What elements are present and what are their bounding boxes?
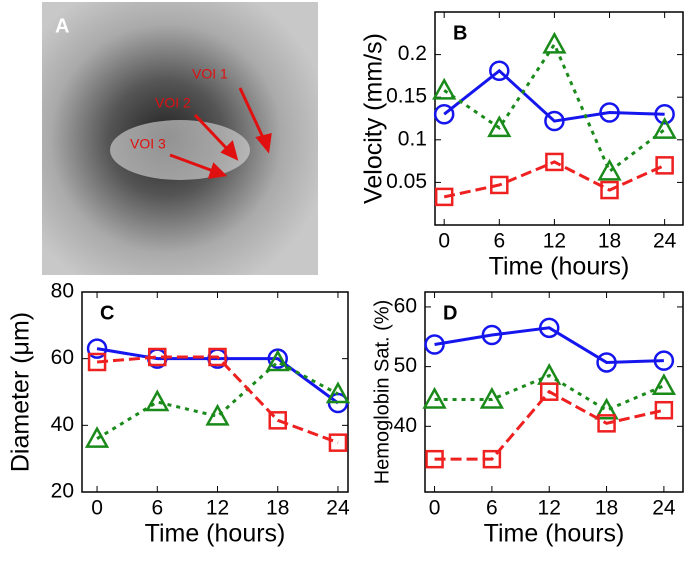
marker (490, 175, 509, 195)
marker (481, 324, 503, 346)
x-tick-label: 18 (266, 497, 289, 520)
marker (325, 381, 351, 404)
x-axis-label: Time (hours) (489, 253, 630, 281)
marker (655, 156, 674, 175)
panel-label: A (55, 15, 69, 37)
marker (145, 389, 170, 412)
series-line (434, 326, 664, 364)
x-tick-label: 0 (438, 230, 450, 253)
marker (265, 349, 290, 372)
marker (538, 317, 560, 339)
panel: 0 6 12 18 24 40 50 60 Time (hours) Hemoglobin Sat… (371, 291, 684, 548)
marker (652, 117, 677, 139)
x-tick-label: 18 (595, 497, 618, 520)
series-line (96, 360, 339, 440)
x-tick-label: 12 (543, 230, 566, 253)
marker (434, 187, 454, 207)
panel-label: C (100, 302, 114, 324)
marker (424, 334, 445, 355)
marker (489, 60, 510, 82)
x-tick-label: 6 (151, 497, 163, 520)
marker (542, 31, 567, 54)
y-axis-label: Diameter (μm) (7, 312, 35, 472)
y-tick-label: 0.2 (398, 42, 427, 65)
marker (432, 77, 457, 100)
series-line (443, 68, 665, 123)
y-tick-label: 50 (394, 354, 417, 377)
y-tick-label: 20 (51, 480, 74, 503)
marker (422, 386, 447, 409)
marker (205, 403, 230, 426)
panel-label: D (443, 302, 457, 324)
marker (651, 373, 677, 395)
annotation: VOI 1 (192, 66, 228, 82)
x-tick-label: 24 (652, 497, 676, 520)
y-tick-label: 40 (51, 413, 74, 436)
panel: 0 6 12 18 24 20 40 60 80 Time (hours) Diameter (μm… (7, 280, 351, 548)
plot-area (424, 291, 684, 493)
marker (594, 397, 619, 420)
marker (86, 338, 108, 359)
marker (87, 352, 107, 372)
marker (487, 115, 512, 138)
x-tick-label: 6 (493, 230, 505, 253)
y-tick-label: 40 (394, 414, 417, 437)
marker (599, 102, 620, 123)
marker (654, 103, 675, 125)
marker (328, 433, 348, 452)
marker (597, 158, 622, 181)
marker (208, 347, 227, 367)
y-tick-label: 0.05 (386, 170, 427, 193)
marker (597, 414, 616, 433)
x-tick-label: 12 (206, 497, 229, 520)
y-tick-label: 60 (51, 346, 74, 369)
x-tick-label: 12 (538, 497, 561, 520)
marker (596, 352, 617, 373)
x-tick-label: 24 (653, 230, 677, 253)
x-tick-label: 0 (429, 497, 441, 520)
panel-label: B (453, 22, 467, 44)
arrows (169, 87, 272, 179)
marker (654, 400, 674, 420)
series-line (443, 160, 666, 199)
y-tick-label: 60 (394, 294, 417, 317)
annotation: VOI 2 (155, 95, 191, 111)
x-tick-label: 24 (326, 497, 350, 520)
marker (653, 350, 675, 371)
marker (545, 152, 564, 172)
marker (268, 411, 287, 430)
x-tick-label: 0 (91, 497, 103, 520)
series-line (434, 389, 665, 461)
series-line (434, 373, 665, 412)
marker (84, 426, 110, 448)
panel: 0 6 12 18 24 0.05 0.1 0.15 0.2 Time (hours) Veloci… (360, 11, 684, 281)
marker (433, 103, 455, 125)
x-axis-label: Time (hours) (145, 520, 286, 548)
marker (479, 386, 505, 409)
marker (544, 110, 565, 132)
series-line (96, 355, 339, 445)
y-axis-label: Hemoglobin Sat. (%) (371, 300, 393, 485)
y-axis-label: Velocity (mm/s) (360, 33, 388, 204)
marker (539, 382, 559, 401)
annotation: VOI 3 (130, 136, 166, 152)
marker (425, 449, 444, 469)
x-axis-label: Time (hours) (484, 520, 625, 548)
marker (148, 347, 167, 367)
marker (600, 180, 619, 200)
x-tick-label: 6 (486, 497, 498, 520)
x-tick-label: 18 (598, 230, 621, 253)
panel-a: A VOI 1 VOI 2 VOI 3 (42, 2, 318, 275)
y-tick-label: 0.1 (398, 127, 427, 150)
plot-area (81, 291, 349, 493)
y-tick-label: 80 (51, 280, 74, 303)
y-tick-label: 0.15 (386, 85, 427, 108)
marker (482, 449, 502, 469)
